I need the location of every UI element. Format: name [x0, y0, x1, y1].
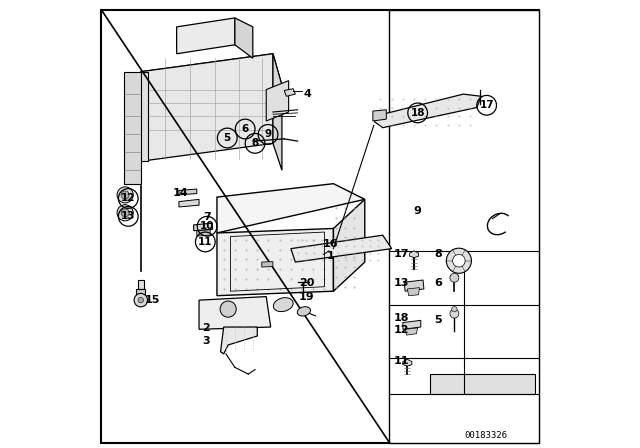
Polygon shape: [262, 262, 273, 267]
Polygon shape: [273, 54, 282, 170]
Polygon shape: [177, 18, 235, 54]
Text: 7: 7: [204, 212, 211, 222]
Polygon shape: [138, 280, 144, 289]
Polygon shape: [179, 199, 199, 207]
Circle shape: [121, 209, 129, 217]
Polygon shape: [405, 328, 418, 335]
Polygon shape: [141, 54, 282, 108]
Text: 6: 6: [435, 278, 442, 288]
Ellipse shape: [297, 307, 310, 316]
Text: 18: 18: [410, 108, 425, 118]
Polygon shape: [217, 228, 333, 296]
Text: 11: 11: [394, 356, 409, 366]
Text: 20: 20: [299, 278, 314, 288]
Circle shape: [450, 273, 459, 282]
Text: 17: 17: [394, 249, 409, 259]
Circle shape: [134, 293, 148, 307]
Polygon shape: [333, 199, 365, 291]
Circle shape: [452, 306, 457, 312]
Text: 11: 11: [198, 237, 212, 247]
Circle shape: [220, 301, 236, 317]
Text: 9: 9: [413, 206, 421, 215]
Polygon shape: [141, 54, 273, 161]
Text: 12: 12: [121, 194, 136, 203]
Text: 6: 6: [241, 124, 249, 134]
Polygon shape: [235, 18, 253, 58]
Polygon shape: [179, 189, 197, 195]
Text: 18: 18: [394, 313, 409, 323]
Circle shape: [117, 205, 133, 221]
Text: 19: 19: [299, 292, 315, 302]
Polygon shape: [221, 327, 257, 354]
Text: 9: 9: [264, 129, 271, 139]
Text: 17: 17: [479, 100, 494, 110]
Polygon shape: [139, 72, 148, 161]
Text: 13: 13: [121, 211, 136, 221]
Circle shape: [121, 191, 129, 199]
Text: 15: 15: [145, 295, 160, 305]
Circle shape: [446, 248, 472, 273]
Text: 1: 1: [327, 251, 335, 261]
Polygon shape: [291, 235, 392, 262]
Text: 4: 4: [303, 89, 311, 99]
Text: 00183326: 00183326: [464, 431, 508, 440]
Text: 2: 2: [202, 323, 210, 333]
Circle shape: [450, 309, 459, 318]
Text: 10: 10: [200, 221, 214, 231]
Polygon shape: [199, 297, 271, 329]
Text: 3: 3: [202, 336, 210, 346]
Polygon shape: [403, 320, 421, 329]
Text: 12: 12: [394, 325, 409, 335]
Ellipse shape: [273, 297, 293, 312]
Polygon shape: [430, 374, 535, 394]
Text: 16: 16: [323, 239, 338, 249]
Polygon shape: [373, 110, 387, 121]
Polygon shape: [136, 289, 145, 296]
Polygon shape: [410, 251, 419, 258]
Circle shape: [117, 187, 133, 203]
Polygon shape: [194, 223, 212, 231]
Text: 8: 8: [435, 249, 442, 259]
Polygon shape: [217, 184, 365, 233]
Polygon shape: [404, 280, 424, 291]
Polygon shape: [266, 81, 289, 121]
Text: 5: 5: [223, 133, 231, 143]
Circle shape: [138, 297, 143, 303]
Polygon shape: [374, 94, 481, 128]
Polygon shape: [197, 230, 210, 236]
Polygon shape: [284, 89, 296, 96]
Text: 14: 14: [173, 188, 189, 198]
Polygon shape: [407, 288, 419, 296]
Bar: [389, 10, 539, 443]
Circle shape: [452, 254, 465, 267]
Text: 13: 13: [394, 278, 409, 288]
Polygon shape: [403, 359, 412, 366]
Text: 5: 5: [435, 315, 442, 325]
Text: 8: 8: [252, 138, 259, 148]
Polygon shape: [124, 72, 141, 184]
